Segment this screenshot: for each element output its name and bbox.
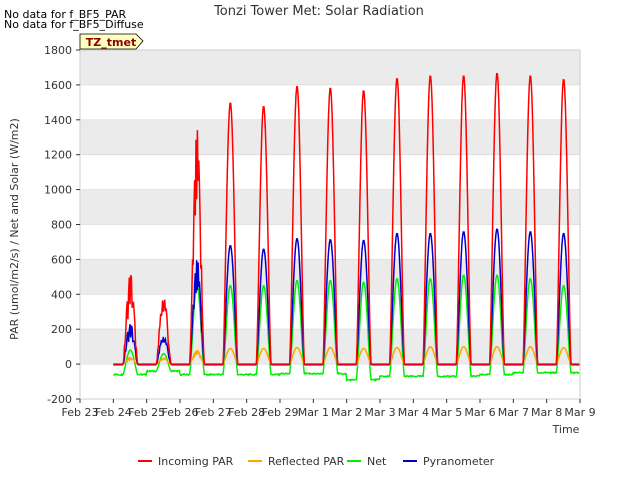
x-tick-label: Mar 6: [464, 406, 495, 419]
y-tick-label: 400: [51, 288, 72, 301]
grid-band: [80, 259, 580, 295]
series-line-net: [113, 274, 580, 383]
grid-band: [80, 119, 580, 155]
x-tick-label: Mar 2: [331, 406, 362, 419]
y-tick-label: 1800: [44, 44, 72, 57]
y-axis-label: PAR (umol/m2/s) / Net and Solar (W/m2): [8, 118, 21, 340]
legend-entry: Pyranometer: [423, 455, 495, 468]
legend-entry: Net: [367, 455, 387, 468]
grid-band: [80, 329, 580, 365]
no-data-note-1: No data for f_BF5_PAR: [4, 8, 127, 21]
y-tick-label: 800: [51, 219, 72, 232]
site-label: TZ_tmet: [86, 36, 136, 49]
x-tick-label: Feb 25: [128, 406, 165, 419]
series-line-incoming-par: [113, 72, 580, 365]
x-tick-label: Mar 9: [564, 406, 595, 419]
legend-entry: Incoming PAR: [158, 455, 234, 468]
x-tick-label: Mar 3: [364, 406, 395, 419]
grid-band: [80, 189, 580, 225]
x-tick-label: Mar 5: [431, 406, 462, 419]
chart-title: Tonzi Tower Met: Solar Radiation: [213, 4, 424, 19]
x-tick-label: Mar 4: [398, 406, 429, 419]
no-data-note-2: No data for f_BF5_Diffuse: [4, 18, 144, 31]
x-tick-label: Feb 23: [62, 406, 99, 419]
x-tick-label: Mar 8: [531, 406, 562, 419]
x-tick-label: Feb 29: [262, 406, 299, 419]
x-tick-label: Feb 27: [195, 406, 232, 419]
y-tick-label: 0: [65, 358, 72, 371]
y-tick-label: 1600: [44, 79, 72, 92]
legend-entry: Reflected PAR: [268, 455, 345, 468]
y-tick-label: 1200: [44, 149, 72, 162]
y-tick-label: -200: [47, 393, 72, 406]
y-tick-label: 200: [51, 323, 72, 336]
site-label-badge: TZ_tmet: [79, 33, 144, 50]
x-axis-label: Time: [552, 423, 580, 436]
x-tick-label: Feb 28: [228, 406, 265, 419]
x-tick-label: Feb 26: [162, 406, 199, 419]
y-tick-label: 1000: [44, 184, 72, 197]
x-tick-label: Feb 24: [95, 406, 132, 419]
x-tick-label: Mar 7: [498, 406, 529, 419]
y-tick-label: 1400: [44, 114, 72, 127]
grid-band: [80, 50, 580, 85]
x-tick-label: Mar 1: [298, 406, 329, 419]
y-tick-label: 600: [51, 253, 72, 266]
legend: Incoming PAR Reflected PAR Net Pyranometer: [138, 455, 495, 468]
